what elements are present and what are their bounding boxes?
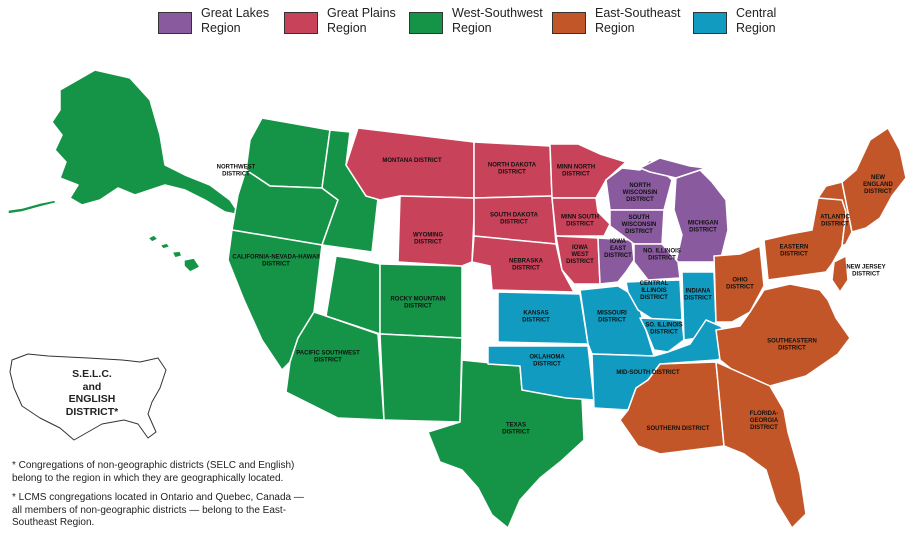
michigan-upper-shape bbox=[639, 157, 707, 179]
district-label-california-nevada-hawaii: CALIFORNIA-NEVADA-HAWAII DISTRICT bbox=[232, 255, 320, 268]
district-label-indiana: INDIANA DISTRICT bbox=[684, 289, 712, 302]
alaska-shape bbox=[51, 69, 241, 216]
legend-label: Central Region bbox=[736, 6, 777, 35]
district-label-iowa-east: IOWA EAST DISTRICT bbox=[604, 239, 632, 259]
district-label-rocky-mountain: ROCKY MOUNTAIN DISTRICT bbox=[390, 297, 445, 310]
california-nevada-shape bbox=[227, 229, 323, 371]
district-label-north-wisconsin: NORTH WISCONSIN DISTRICT bbox=[623, 183, 658, 203]
district-labels: NORTHWEST DISTRICT CALIFORNIA-NEVADA-HAWAI… bbox=[217, 158, 894, 436]
district-label-pacific-southwest: PACIFIC SOUTHWEST DISTRICT bbox=[296, 351, 360, 364]
ohio-shape bbox=[713, 245, 765, 323]
legend-swatch-east-southeast bbox=[552, 12, 586, 34]
district-label-ohio: OHIO DISTRICT bbox=[726, 278, 754, 291]
district-label-north-dakota: NORTH DAKOTA DISTRICT bbox=[488, 163, 537, 176]
district-label-south-dakota: SOUTH DAKOTA DISTRICT bbox=[490, 213, 539, 226]
legend-swatch-great-plains bbox=[284, 12, 318, 34]
legend-label: Great Plains Region bbox=[327, 6, 396, 35]
district-label-michigan: MICHIGAN DISTRICT bbox=[688, 221, 718, 234]
new-england-shape bbox=[841, 127, 907, 233]
aleutian-islands bbox=[7, 199, 57, 215]
legend-item-great-lakes: Great Lakes Region bbox=[158, 6, 269, 36]
central-region bbox=[487, 271, 741, 411]
nebraska-shape bbox=[471, 235, 575, 293]
district-label-so-illinois: SO. ILLINOIS DISTRICT bbox=[645, 323, 682, 336]
new-jersey-shape bbox=[831, 255, 849, 293]
district-label-atlantic: ATLANTIC DISTRICT bbox=[820, 215, 850, 228]
district-label-southern: SOUTHERN DISTRICT bbox=[647, 426, 710, 432]
east-southeast-region bbox=[619, 127, 907, 529]
legend-item-central: Central Region bbox=[693, 6, 776, 36]
district-label-mid-south: MID-SOUTH DISTRICT bbox=[616, 370, 680, 376]
legend-item-great-plains: Great Plains Region bbox=[284, 6, 396, 36]
district-label-oklahoma: OKLAHOMA DISTRICT bbox=[529, 355, 565, 368]
district-label-eastern: EASTERN DISTRICT bbox=[780, 245, 809, 258]
district-label-minn-south: MINN SOUTH DISTRICT bbox=[561, 215, 599, 228]
hawaii-shape bbox=[147, 234, 201, 273]
great-plains-region bbox=[345, 127, 627, 293]
district-label-wyoming: WYOMING DISTRICT bbox=[413, 233, 443, 246]
legend-swatch-west-southwest bbox=[409, 12, 443, 34]
district-label-new-england: NEW ENGLAND DISTRICT bbox=[863, 175, 893, 195]
usa-inset bbox=[9, 353, 167, 441]
district-label-south-wisconsin: SOUTH WISCONSIN DISTRICT bbox=[622, 215, 657, 235]
usa-inset-shape bbox=[9, 353, 167, 441]
district-label-missouri: MISSOURI DISTRICT bbox=[597, 311, 627, 324]
michigan-shape bbox=[673, 169, 729, 263]
district-label-new-jersey: NEW JERSEY DISTRICT bbox=[846, 265, 885, 278]
footnote: * Congregations of non-geographic distri… bbox=[12, 460, 295, 484]
district-label-minn-north: MINN NORTH DISTRICT bbox=[557, 165, 595, 178]
legend-swatch-central bbox=[693, 12, 727, 34]
district-label-northwest: NORTHWEST DISTRICT bbox=[217, 165, 256, 178]
district-label-iowa-west: IOWA WEST DISTRICT bbox=[566, 245, 594, 265]
inset-label: S.E.L.C. and ENGLISH DISTRICT* bbox=[65, 368, 119, 418]
no-illinois-shape bbox=[633, 243, 681, 281]
district-label-texas: TEXAS DISTRICT bbox=[502, 423, 530, 436]
district-label-kansas: KANSAS DISTRICT bbox=[522, 311, 550, 324]
west-southwest-region bbox=[7, 69, 585, 529]
legend-label: Great Lakes Region bbox=[201, 6, 270, 35]
florida-georgia-shape bbox=[715, 361, 807, 529]
oklahoma-shape bbox=[487, 345, 595, 401]
district-label-southeastern: SOUTHEASTERN DISTRICT bbox=[767, 339, 817, 352]
montana-shape bbox=[345, 127, 475, 201]
legend: Great Lakes Region Great Plains Region W… bbox=[150, 6, 920, 46]
atlantic-shape bbox=[817, 181, 853, 247]
district-label-no-illinois: NO. ILLINOIS DISTRICT bbox=[643, 249, 681, 262]
wyoming-shape bbox=[397, 195, 475, 267]
district-label-central-illinois: CENTRAL ILLINOIS DISTRICT bbox=[640, 281, 669, 301]
district-label-montana: MONTANA DISTRICT bbox=[382, 158, 442, 164]
iowa-west-shape bbox=[555, 235, 601, 285]
idaho-shape bbox=[321, 129, 379, 253]
district-label-nebraska: NEBRASKA DISTRICT bbox=[509, 259, 544, 272]
great-lakes-region bbox=[597, 157, 729, 285]
legend-label: East-Southeast Region bbox=[595, 6, 681, 35]
legend-label: West-Southwest Region bbox=[452, 6, 543, 35]
footnote: * LCMS congregations located in Ontario … bbox=[12, 492, 304, 528]
district-label-florida-georgia: FLORIDA-GEORGIA DISTRICT bbox=[750, 411, 779, 431]
legend-item-east-southeast: East-Southeast Region bbox=[552, 6, 680, 36]
legend-swatch-great-lakes bbox=[158, 12, 192, 34]
legend-item-west-southwest: West-Southwest Region bbox=[409, 6, 543, 36]
new-mexico-shape bbox=[379, 333, 463, 423]
footnotes: * Congregations of non-geographic distri… bbox=[12, 460, 312, 537]
